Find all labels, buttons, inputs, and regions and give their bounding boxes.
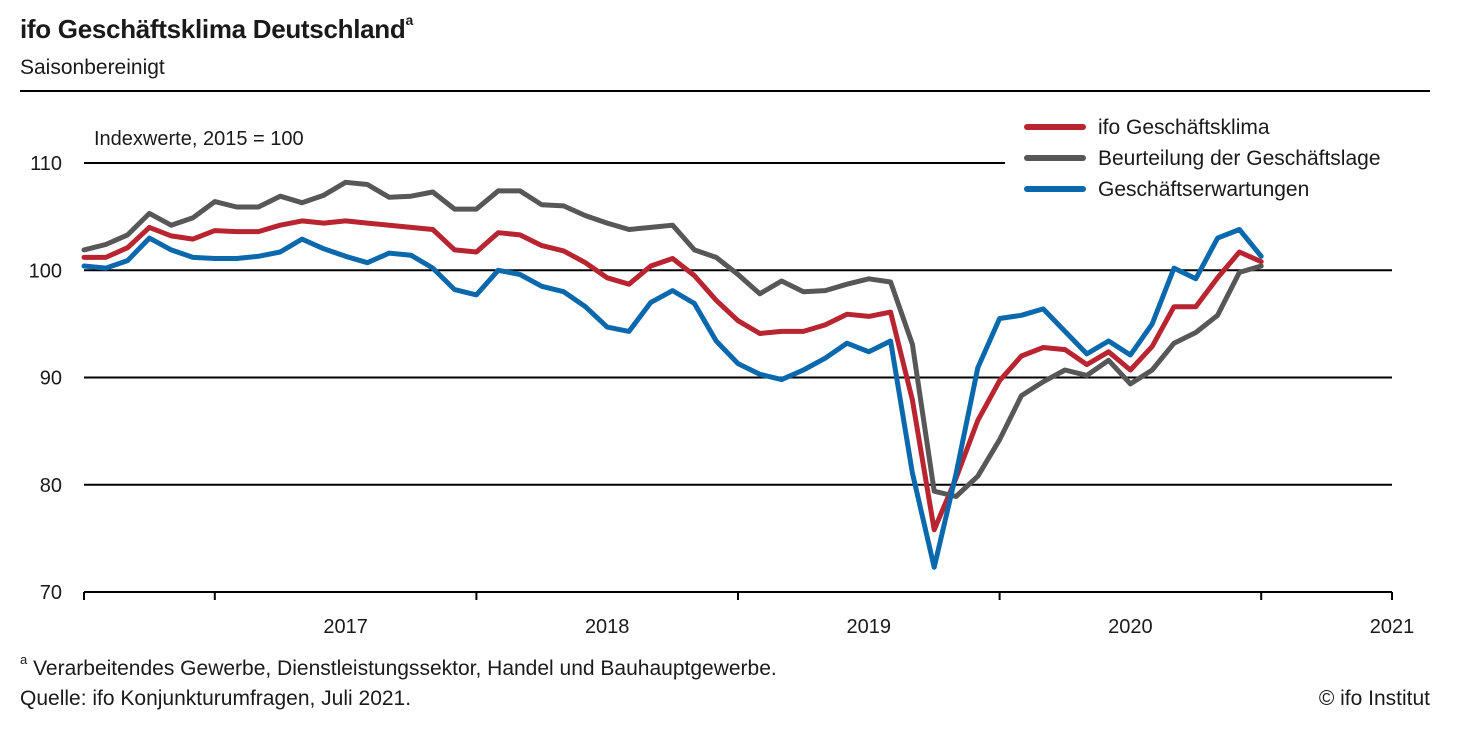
x-axis: 2017 2018 2019 2020 2021	[83, 591, 1415, 638]
y-axis-tick-labels: 70 80 90 100 110	[29, 153, 62, 604]
chart-title-text: ifo Geschäftsklima Deutschland	[20, 14, 406, 44]
series-line-0	[81, 218, 1264, 533]
chart-title: ifo Geschäftsklima Deutschlanda	[20, 12, 413, 45]
legend: ifo Geschäftsklima Beurteilung der Geschä…	[1024, 116, 1381, 201]
chart-title-footnote-marker: a	[405, 12, 413, 28]
grid-lines	[84, 162, 1392, 486]
series-lines	[81, 179, 1264, 570]
y-tick-label-100: 100	[29, 260, 62, 282]
y-tick-label-110: 110	[30, 153, 62, 175]
y-tick-label-90: 90	[40, 368, 62, 390]
x-tick-label-2020: 2020	[1108, 616, 1153, 638]
copyright: © ifo Institut	[1318, 687, 1430, 710]
x-tick-label-2019: 2019	[847, 616, 892, 638]
legend-label-2: Geschäftserwartungen	[1098, 178, 1309, 201]
footnote: a Verarbeitendes Gewerbe, Dienstleistung…	[20, 652, 777, 681]
footnote-text: Verarbeitendes Gewerbe, Dienstleistungss…	[33, 657, 777, 680]
legend-label-0: ifo Geschäftsklima	[1098, 116, 1270, 139]
y-tick-label-80: 80	[40, 475, 62, 497]
header-rule	[20, 90, 1430, 92]
y-tick-label-70: 70	[40, 582, 62, 604]
legend-label-1: Beurteilung der Geschäftslage	[1098, 147, 1381, 170]
series-line-1	[81, 179, 1264, 499]
y-axis-unit-label: Indexwerte, 2015 = 100	[94, 128, 304, 150]
source-note: Quelle: ifo Konjunkturumfragen, Juli 202…	[20, 687, 412, 710]
x-tick-label-2018: 2018	[585, 616, 630, 638]
x-tick-label-2017: 2017	[323, 616, 368, 638]
chart-subtitle: Saisonbereinigt	[20, 56, 165, 79]
x-tick-label-2021: 2021	[1370, 616, 1415, 638]
footnote-marker: a	[20, 652, 28, 667]
series-line-2	[81, 227, 1264, 570]
